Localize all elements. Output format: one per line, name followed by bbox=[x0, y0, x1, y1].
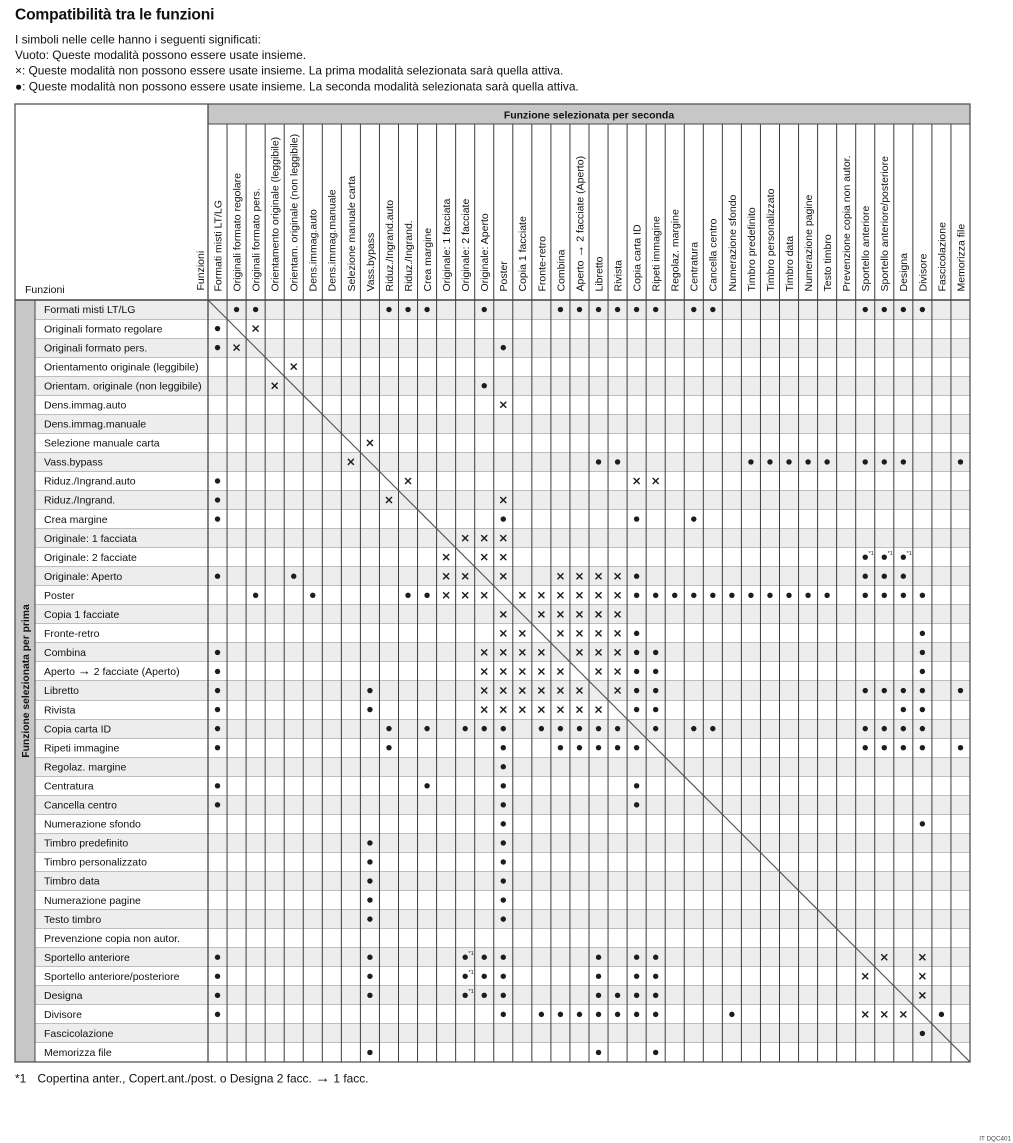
svg-text:I simboli nelle celle hanno i: I simboli nelle celle hanno i seguenti s… bbox=[15, 32, 261, 46]
svg-text:Originale: 1 facciata: Originale: 1 facciata bbox=[44, 533, 137, 545]
svg-text:*1: *1 bbox=[468, 989, 473, 995]
svg-text:Funzione selezionata per secon: Funzione selezionata per seconda bbox=[504, 110, 675, 122]
svg-text:Libretto: Libretto bbox=[44, 685, 79, 697]
svg-text:Ripeti immagine: Ripeti immagine bbox=[44, 742, 119, 754]
svg-text:Dens.immag.manuale: Dens.immag.manuale bbox=[327, 189, 339, 291]
svg-text:*1: *1 bbox=[468, 970, 473, 976]
svg-text:Aperto → 2 facciate (Aperto): Aperto → 2 facciate (Aperto) bbox=[571, 156, 586, 292]
svg-text:Funzioni: Funzioni bbox=[25, 284, 65, 296]
svg-text:Fascicolazione: Fascicolazione bbox=[936, 222, 948, 292]
svg-text:Vass.bypass: Vass.bypass bbox=[365, 233, 377, 292]
svg-text:Regolaz. margine: Regolaz. margine bbox=[44, 761, 126, 773]
svg-text:Sportello anteriore/posteriore: Sportello anteriore/posteriore bbox=[879, 156, 891, 292]
svg-text:Numerazione sfondo: Numerazione sfondo bbox=[727, 194, 739, 291]
svg-text:Centratura: Centratura bbox=[689, 242, 701, 292]
svg-text:Orientam. originale (non leggi: Orientam. originale (non leggibile) bbox=[44, 380, 202, 392]
svg-text:Originale: 1 facciata: Originale: 1 facciata bbox=[441, 199, 453, 292]
svg-text:Formati misti LT/LG: Formati misti LT/LG bbox=[44, 304, 135, 316]
svg-text:IT DQC401: IT DQC401 bbox=[979, 1136, 1011, 1143]
svg-text:Orientamento originale (leggib: Orientamento originale (leggibile) bbox=[270, 137, 282, 292]
svg-text:*1: *1 bbox=[468, 951, 473, 957]
svg-text:Copia 1 facciate: Copia 1 facciate bbox=[517, 216, 529, 291]
svg-text:Testo timbro: Testo timbro bbox=[822, 234, 834, 291]
svg-text:Combina: Combina bbox=[555, 249, 567, 291]
svg-text:Combina: Combina bbox=[44, 647, 86, 659]
svg-text:Sportello anteriore: Sportello anteriore bbox=[44, 952, 130, 964]
svg-text:Funzioni: Funzioni bbox=[195, 251, 207, 291]
svg-text:*1: *1 bbox=[869, 551, 874, 557]
svg-text:*1: *1 bbox=[907, 551, 912, 557]
svg-text:Crea margine: Crea margine bbox=[422, 228, 434, 292]
svg-text:Dens.immag.manuale: Dens.immag.manuale bbox=[44, 419, 146, 431]
svg-text:Rivista: Rivista bbox=[612, 260, 624, 292]
svg-text:×: Queste modalità non possono: ×: Queste modalità non possono essere us… bbox=[15, 64, 563, 78]
svg-text:Originali formato regolare: Originali formato regolare bbox=[231, 173, 243, 292]
svg-text:Prevenzione copia non autor.: Prevenzione copia non autor. bbox=[44, 933, 180, 945]
svg-text:Prevenzione copia non autor.: Prevenzione copia non autor. bbox=[841, 155, 853, 291]
svg-text:Fronte-retro: Fronte-retro bbox=[536, 236, 548, 292]
svg-text:Vass.bypass: Vass.bypass bbox=[44, 457, 103, 469]
svg-text:Copia carta ID: Copia carta ID bbox=[632, 224, 644, 292]
svg-text:Riduz./Ingrand.auto: Riduz./Ingrand.auto bbox=[384, 200, 396, 292]
svg-text:Dens.immag.auto: Dens.immag.auto bbox=[44, 399, 126, 411]
svg-text:Numerazione pagine: Numerazione pagine bbox=[803, 194, 815, 291]
svg-text:Riduz./Ingrand.: Riduz./Ingrand. bbox=[403, 220, 415, 291]
svg-text:Timbro data: Timbro data bbox=[784, 236, 796, 292]
svg-text:Sportello anteriore: Sportello anteriore bbox=[860, 206, 872, 292]
svg-text:Divisore: Divisore bbox=[917, 253, 929, 291]
svg-text:Riduz./Ingrand.auto: Riduz./Ingrand.auto bbox=[44, 476, 136, 488]
svg-text:Originale: 2 facciate: Originale: 2 facciate bbox=[44, 552, 137, 564]
svg-text:Copia carta ID: Copia carta ID bbox=[44, 723, 112, 735]
svg-text:Regolaz. margine: Regolaz. margine bbox=[670, 209, 682, 291]
svg-text:Vuoto: Queste modalità possono: Vuoto: Queste modalità possono essere us… bbox=[15, 48, 306, 62]
svg-text:Numerazione pagine: Numerazione pagine bbox=[44, 895, 141, 907]
svg-text:Selezione manuale carta: Selezione manuale carta bbox=[44, 438, 160, 450]
svg-text:*1: *1 bbox=[888, 551, 893, 557]
svg-text:Poster: Poster bbox=[498, 261, 510, 292]
svg-text:Designa: Designa bbox=[44, 990, 83, 1002]
svg-text:Sportello anteriore/posteriore: Sportello anteriore/posteriore bbox=[44, 971, 180, 983]
svg-text:Originali formato regolare: Originali formato regolare bbox=[44, 323, 163, 335]
svg-text:Centratura: Centratura bbox=[44, 780, 94, 792]
svg-text:Riduz./Ingrand.: Riduz./Ingrand. bbox=[44, 495, 115, 507]
svg-text:Originali formato pers.: Originali formato pers. bbox=[251, 188, 263, 291]
svg-text:Ripeti immagine: Ripeti immagine bbox=[651, 216, 663, 291]
svg-text:Funzione selezionata per prima: Funzione selezionata per prima bbox=[21, 604, 32, 758]
svg-text:Dens.immag.auto: Dens.immag.auto bbox=[308, 209, 320, 291]
svg-text:Timbro predefinito: Timbro predefinito bbox=[44, 838, 128, 850]
svg-text:Orientam. originale (non leggi: Orientam. originale (non leggibile) bbox=[289, 134, 301, 292]
svg-text:Cancella centro: Cancella centro bbox=[708, 218, 720, 291]
svg-text:Testo timbro: Testo timbro bbox=[44, 914, 101, 926]
svg-text:Crea margine: Crea margine bbox=[44, 514, 108, 526]
svg-text:Formati misti LT/LG: Formati misti LT/LG bbox=[212, 200, 224, 291]
svg-text:Copertina anter., Copert.ant./: Copertina anter., Copert.ant./post. o De… bbox=[38, 1070, 369, 1087]
svg-text:Originale: 2 facciate: Originale: 2 facciate bbox=[460, 199, 472, 292]
svg-text:Numerazione sfondo: Numerazione sfondo bbox=[44, 819, 141, 831]
svg-text:Poster: Poster bbox=[44, 590, 75, 602]
svg-text:Timbro personalizzato: Timbro personalizzato bbox=[765, 188, 777, 291]
svg-text:Aperto → 2 facciate (Aperto): Aperto → 2 facciate (Aperto) bbox=[44, 663, 180, 678]
svg-text:Timbro predefinito: Timbro predefinito bbox=[746, 207, 758, 291]
svg-text:Originale: Aperto: Originale: Aperto bbox=[44, 571, 122, 583]
svg-text:Libretto: Libretto bbox=[593, 256, 605, 291]
svg-text:Cancella centro: Cancella centro bbox=[44, 800, 117, 812]
svg-text:*1: *1 bbox=[15, 1072, 27, 1086]
svg-text:Originale: Aperto: Originale: Aperto bbox=[479, 213, 491, 291]
svg-text:Originali formato pers.: Originali formato pers. bbox=[44, 342, 147, 354]
svg-text:Memorizza file: Memorizza file bbox=[955, 224, 967, 292]
svg-text:Memorizza file: Memorizza file bbox=[44, 1047, 112, 1059]
svg-text:Selezione manuale carta: Selezione manuale carta bbox=[346, 176, 358, 292]
svg-text:Fascicolazione: Fascicolazione bbox=[44, 1028, 114, 1040]
svg-text:Timbro personalizzato: Timbro personalizzato bbox=[44, 857, 147, 869]
svg-text:Divisore: Divisore bbox=[44, 1009, 82, 1021]
svg-text:Rivista: Rivista bbox=[44, 704, 76, 716]
svg-text:Timbro data: Timbro data bbox=[44, 876, 100, 888]
svg-text:Orientamento originale (leggib: Orientamento originale (leggibile) bbox=[44, 361, 199, 373]
svg-text:Designa: Designa bbox=[898, 253, 910, 292]
svg-text:Copia 1 facciate: Copia 1 facciate bbox=[44, 609, 119, 621]
svg-text:●: Queste modalità non possono: ●: Queste modalità non possono essere us… bbox=[15, 79, 579, 93]
svg-text:Fronte-retro: Fronte-retro bbox=[44, 628, 100, 640]
svg-text:Compatibilità tra le funzioni: Compatibilità tra le funzioni bbox=[15, 7, 214, 24]
